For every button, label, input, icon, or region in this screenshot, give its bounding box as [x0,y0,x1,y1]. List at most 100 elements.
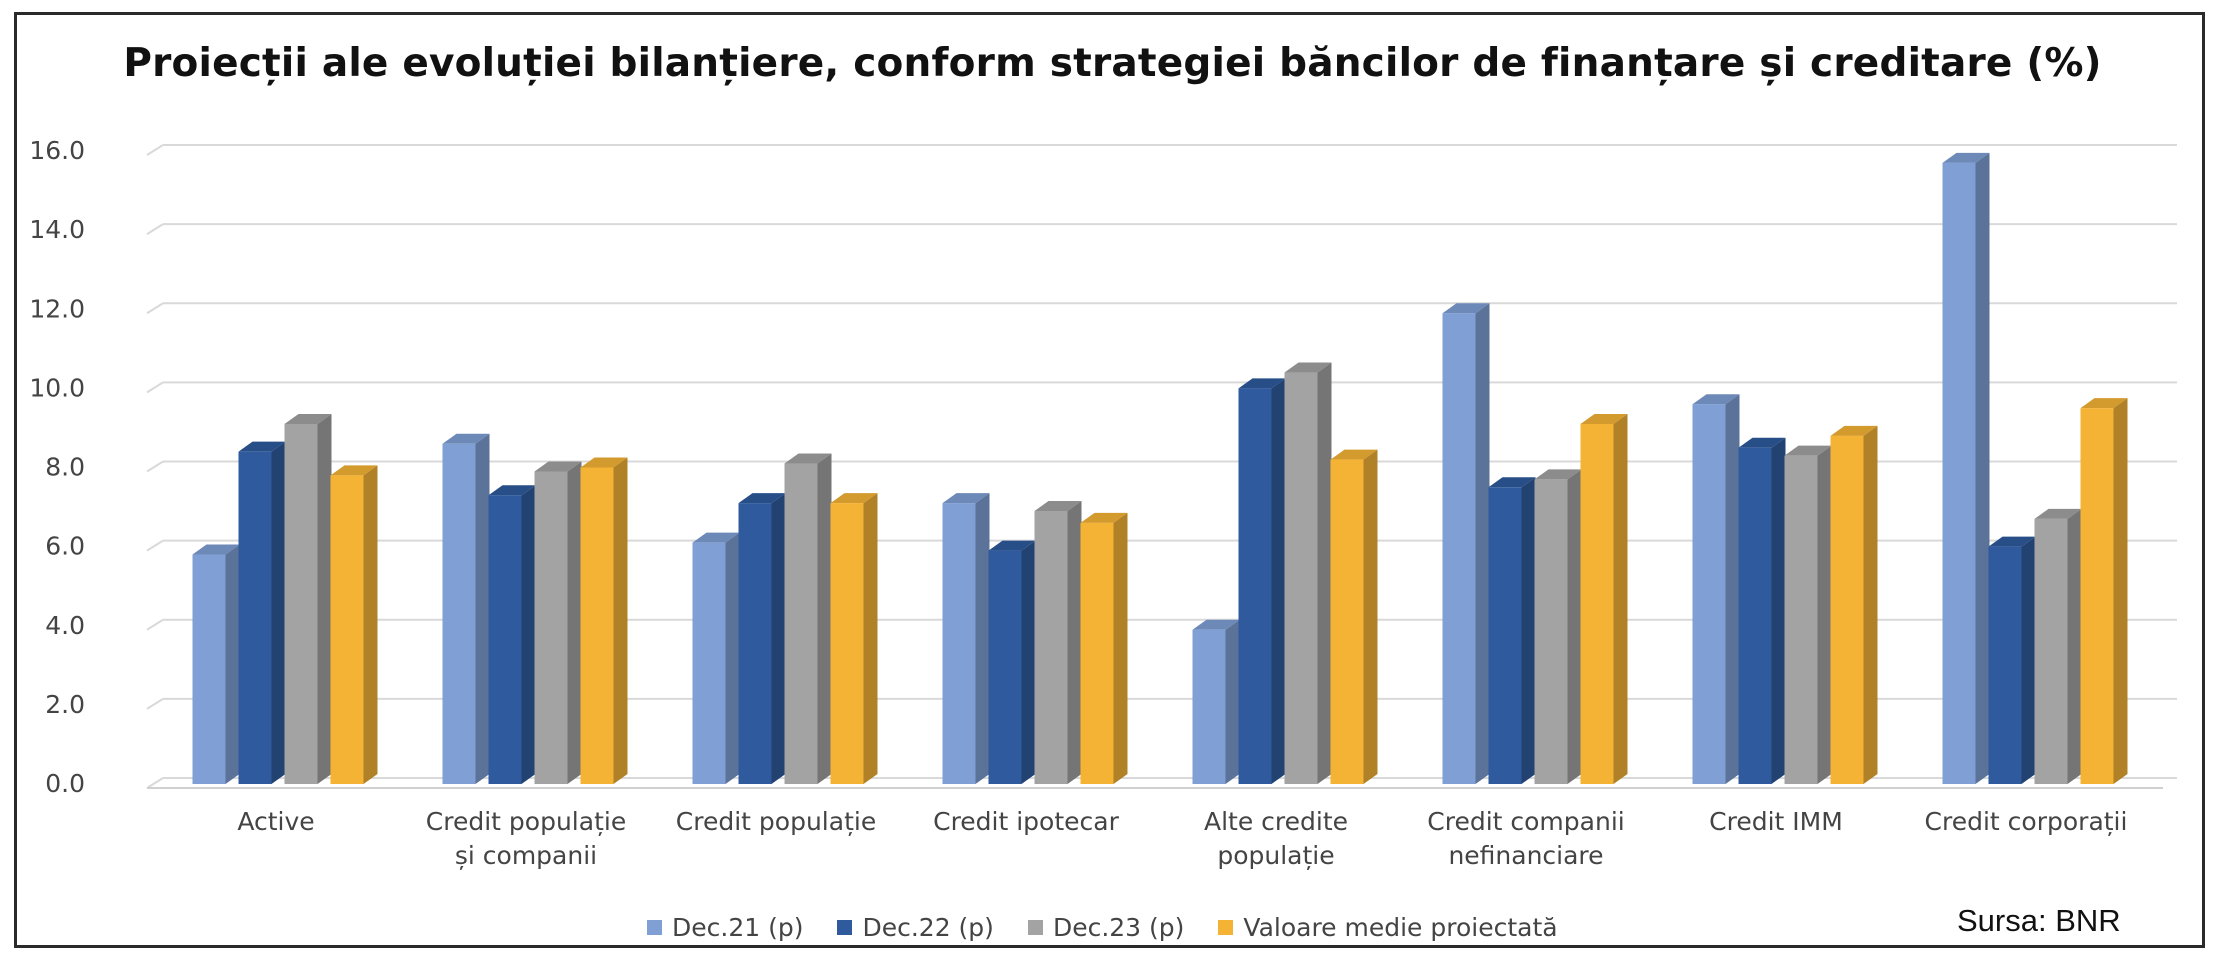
legend: Dec.21 (p) Dec.22 (p) Dec.23 (p) Valoare me… [647,910,1558,944]
bar-side [1475,303,1490,784]
bar [2034,508,2082,784]
bar-top [1738,437,1786,448]
y-tick-label: 2.0 [45,690,85,719]
legend-label: Dec.23 (p) [1052,912,1185,942]
category-label: și companii [455,841,597,870]
y-axis: 0.0 2.0 4.0 6.0 8.0 10.0 12.0 14.0 16.0 [29,136,85,798]
bar-front [442,443,476,784]
bar [988,540,1036,784]
bar-side [1771,437,1786,784]
bar [784,453,832,784]
bar-side [2113,398,2128,784]
bar-top [534,461,582,472]
y-tick-label: 16.0 [29,136,85,165]
bar [284,413,332,784]
bar-front [284,423,318,784]
category-label: nefinanciare [1448,841,1603,870]
bar-side [2067,508,2082,784]
bar-front [534,471,568,784]
bar-side [521,485,536,784]
bar [1284,362,1332,784]
bar [830,493,878,784]
legend-item: Dec.23 (p) [1027,912,1185,942]
bar-top [192,544,240,555]
bar-front [942,503,976,784]
bar-front [1442,313,1476,784]
category-label: populație [1217,841,1334,870]
y-tick-label: 14.0 [29,215,85,244]
category-label: Credit IMM [1709,807,1843,836]
y-tick-label: 10.0 [29,373,85,402]
bar-top [580,457,628,468]
bar-front [1580,423,1614,784]
bar-side [271,441,286,784]
bar [1488,477,1536,784]
bar [738,493,786,784]
bar-top [1442,303,1490,314]
bar [1034,501,1082,784]
bar-top [1238,378,1286,389]
bar-top [784,453,832,464]
gridline-depth [146,223,164,235]
bar-top [2034,508,2082,519]
bar-top [1784,445,1832,456]
category-label: Active [237,807,314,836]
bar-side [1067,501,1082,784]
bar-front [1488,487,1522,784]
bars [192,152,2128,784]
bar [488,485,536,784]
bar [330,465,378,784]
bar-top [1080,512,1128,523]
bar [1830,425,1878,784]
bar-top [238,441,286,452]
bar-top [442,433,490,444]
category-label: Credit populație [676,807,876,836]
bar-front [1942,162,1976,784]
bar-top [1488,477,1536,488]
bar-front [1034,511,1068,784]
bar-top [284,413,332,424]
bar [1738,437,1786,784]
bar-top [1192,619,1240,630]
bar-front [1784,455,1818,784]
category-label: Credit companii [1427,807,1624,836]
bar-front [1284,372,1318,784]
bar-side [1521,477,1536,784]
bar [238,441,286,784]
bar [1942,152,1990,784]
gridline-depth [146,302,164,315]
gridline-depth [146,539,164,552]
bar-side [975,493,990,784]
bar-front [830,503,864,784]
bar [1580,413,1628,784]
category-label: Credit populație [426,807,626,836]
gridline-depth [146,777,164,789]
bar-top [2080,398,2128,409]
bar-front [1080,522,1114,784]
bar-side [225,544,240,784]
bar-front [2080,408,2114,784]
legend-item: Dec.22 (p) [837,913,994,942]
bar-top [1830,425,1878,436]
bar [534,461,582,784]
bar [1238,378,1286,784]
bar-top [692,532,740,543]
bar-front [238,451,272,784]
bar-top [1284,362,1332,373]
legend-item: Dec.21 (p) [647,913,803,942]
bar-top [1580,413,1628,424]
legend-swatch [1027,919,1043,935]
bar [1192,619,1240,784]
bar-top [1942,152,1990,163]
bar-front [738,503,772,784]
bar-front [488,495,522,784]
bar [1442,303,1490,784]
gridline-depth [146,698,164,710]
bar-side [1363,449,1378,784]
bar-front [1738,447,1772,784]
bar [2080,398,2128,784]
bar-side [1271,378,1286,784]
bar-side [567,461,582,784]
bar-front [1192,629,1226,784]
bar [1534,469,1582,784]
